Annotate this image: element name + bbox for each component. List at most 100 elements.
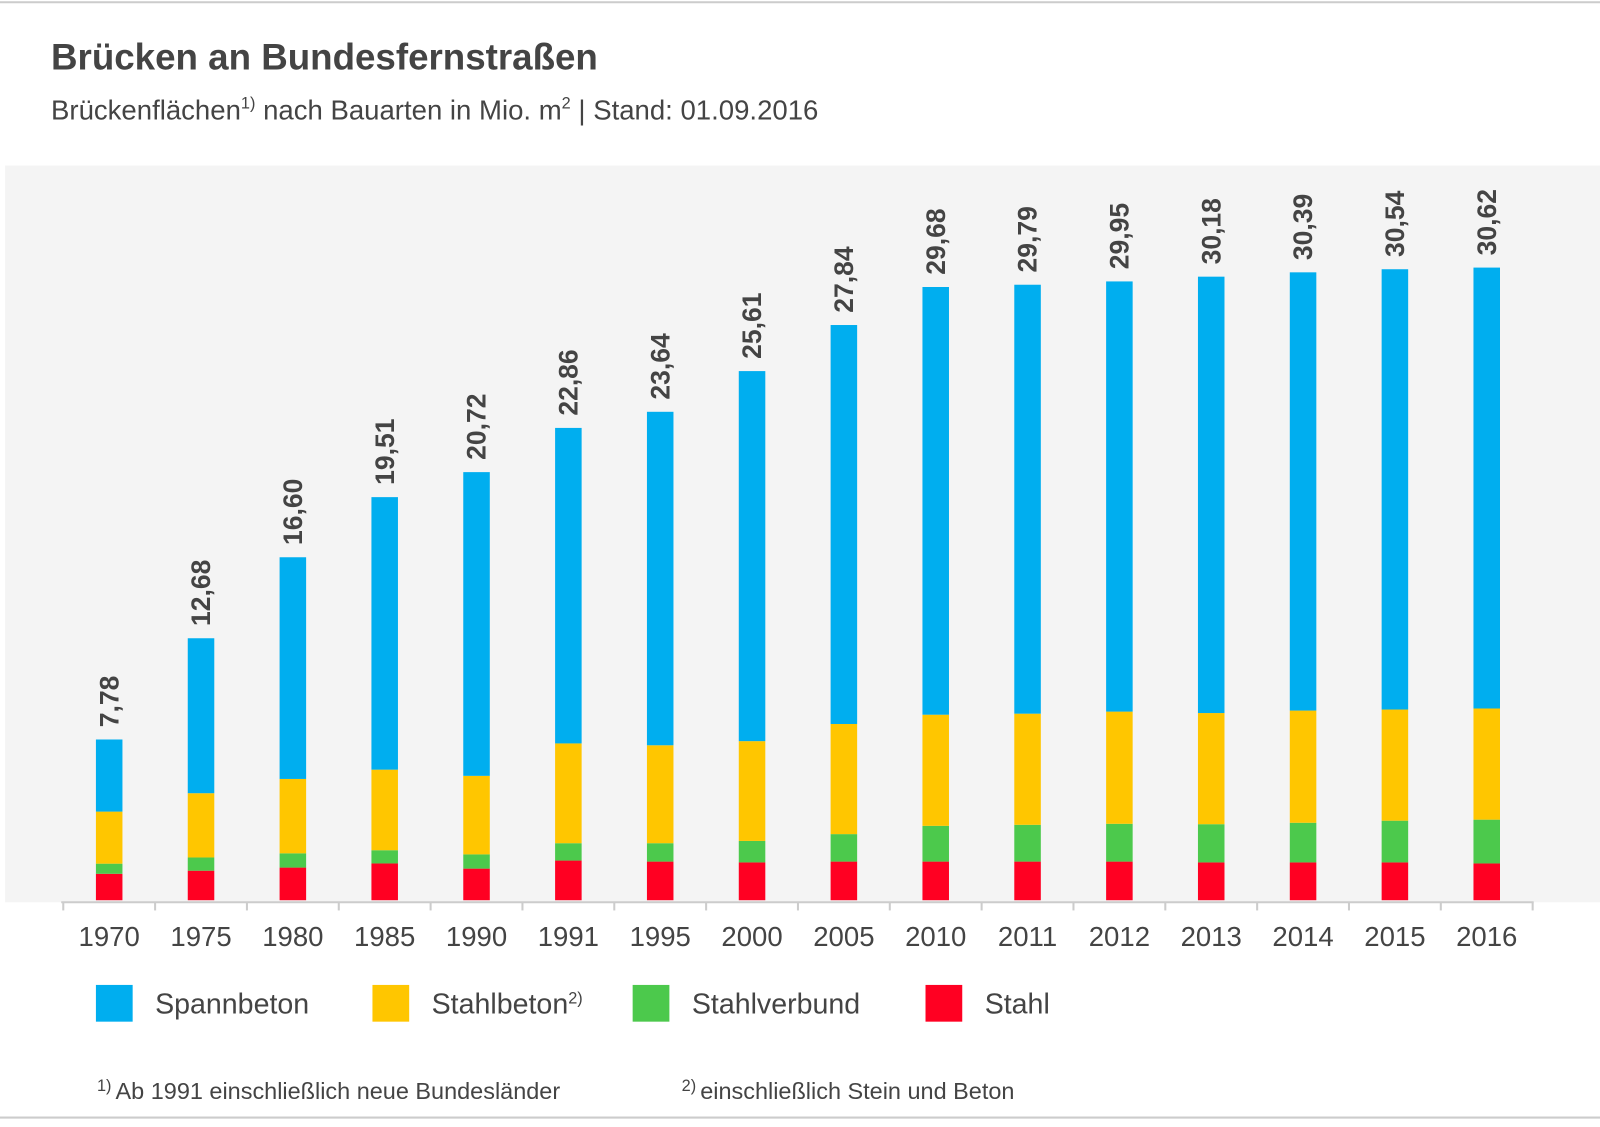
plot-background	[5, 165, 1600, 903]
total-label: 30,62	[1472, 189, 1502, 255]
total-label: 25,61	[737, 292, 767, 359]
bar-segment	[95, 811, 123, 864]
subtitle-part: nach Bauarten in Mio. m	[255, 95, 561, 126]
legend-name: Stahlbeton	[432, 989, 569, 1021]
legend-sup: 2)	[568, 989, 583, 1007]
footnote-text: einschließlich Stein und Beton	[700, 1078, 1014, 1104]
bar-segment	[1106, 823, 1133, 862]
bar-segment	[187, 870, 215, 901]
bar-segment	[1381, 269, 1409, 710]
bar-segment	[1473, 863, 1500, 901]
bar-segment	[646, 411, 674, 746]
subtitle-sup: 1)	[241, 94, 256, 112]
bar-segment	[1106, 281, 1133, 712]
chart-subtitle: Brückenflächen1) nach Bauarten in Mio. m…	[51, 94, 818, 125]
x-tick-label: 2011	[998, 921, 1057, 952]
legend-label: Stahl	[985, 989, 1050, 1021]
x-tick-label: 1970	[79, 921, 140, 952]
bar-segment	[1289, 272, 1317, 711]
bar-segment	[279, 778, 307, 854]
bar-segment	[1289, 822, 1317, 863]
x-tick-label: 2010	[905, 921, 966, 952]
footnote-text: Ab 1991 einschließlich neue Bundesländer	[116, 1078, 561, 1104]
legend-swatch	[925, 984, 963, 1022]
bar-segment	[371, 769, 398, 851]
total-label: 30,18	[1196, 198, 1226, 264]
bar-segment	[463, 472, 490, 776]
total-label: 16,60	[278, 479, 308, 545]
bar-segment	[463, 854, 490, 869]
total-label: 12,68	[186, 560, 216, 626]
bar-segment	[738, 371, 766, 742]
bar-segment	[555, 843, 582, 861]
bar-segment	[830, 861, 858, 901]
bar-segment	[555, 860, 582, 901]
total-label: 30,54	[1380, 190, 1410, 257]
total-label: 23,64	[645, 333, 675, 400]
bar-segment	[830, 723, 858, 835]
bar-segment	[738, 840, 766, 863]
bar-segment	[1289, 862, 1317, 901]
bar-segment	[279, 867, 307, 901]
footnote: 2) einschließlich Stein und Beton	[682, 1077, 1015, 1104]
bar-segment	[1014, 824, 1041, 862]
subtitle-part: Brückenflächen	[51, 95, 241, 126]
bar-segment	[738, 862, 766, 901]
bar-segment	[830, 834, 858, 862]
total-label: 27,84	[829, 246, 859, 313]
bar-segment	[187, 638, 215, 794]
bar-segment	[1197, 276, 1225, 714]
legend-name: Stahl	[985, 989, 1050, 1021]
x-tick-label: 2016	[1456, 921, 1517, 952]
bar-segment	[555, 427, 582, 744]
legend-label: Spannbeton	[155, 989, 309, 1021]
x-tick-label: 1991	[538, 921, 599, 952]
total-label: 20,72	[462, 394, 492, 460]
bar-segment	[738, 741, 766, 841]
x-tick-label: 2013	[1181, 921, 1242, 952]
bar-segment	[1473, 708, 1500, 820]
subtitle-sup: 2	[562, 94, 571, 112]
legend-name: Spannbeton	[155, 989, 309, 1021]
bar-segment	[922, 861, 949, 901]
bar-segment	[187, 793, 215, 858]
x-tick-label: 1990	[446, 921, 507, 952]
bar-segment	[1381, 862, 1409, 901]
x-tick-label: 2015	[1364, 921, 1425, 952]
bar-segment	[1014, 284, 1041, 714]
total-label: 7,78	[94, 676, 124, 728]
bar-segment	[1014, 861, 1041, 901]
bar-segment	[463, 868, 490, 901]
x-tick-label: 1980	[262, 921, 323, 952]
bar-segment	[1197, 824, 1225, 863]
total-label: 30,39	[1288, 194, 1318, 260]
chart-title: Brücken an Bundesfernstraßen	[51, 37, 598, 78]
bar-segment	[279, 853, 307, 868]
bar-segment	[279, 557, 307, 779]
bar-segment	[1106, 711, 1133, 824]
total-label: 22,86	[554, 349, 584, 415]
x-tick-label: 2014	[1272, 921, 1333, 952]
x-tick-label: 1975	[170, 921, 231, 952]
bar-segment	[1381, 820, 1409, 863]
bar-segment	[371, 497, 398, 770]
bar-segment	[922, 825, 949, 862]
bar-segment	[371, 863, 398, 901]
total-label: 29,79	[1013, 206, 1043, 272]
bar-segment	[1014, 713, 1041, 825]
x-tick-label: 2005	[813, 921, 874, 952]
bar-segment	[922, 714, 949, 826]
bar-segment	[371, 850, 398, 864]
bar-segment	[1197, 713, 1225, 825]
bar-segment	[646, 843, 674, 862]
legend-label: Stahlbeton2)	[432, 989, 583, 1021]
x-tick-label: 1995	[630, 921, 691, 952]
bar-segment	[830, 325, 858, 724]
bar-segment	[95, 739, 123, 812]
x-tick-label: 2000	[721, 921, 782, 952]
footnote-mark: 1)	[97, 1077, 112, 1095]
bar-segment	[646, 861, 674, 901]
footnote-mark: 2)	[682, 1077, 697, 1095]
bar-segment	[1473, 267, 1500, 709]
